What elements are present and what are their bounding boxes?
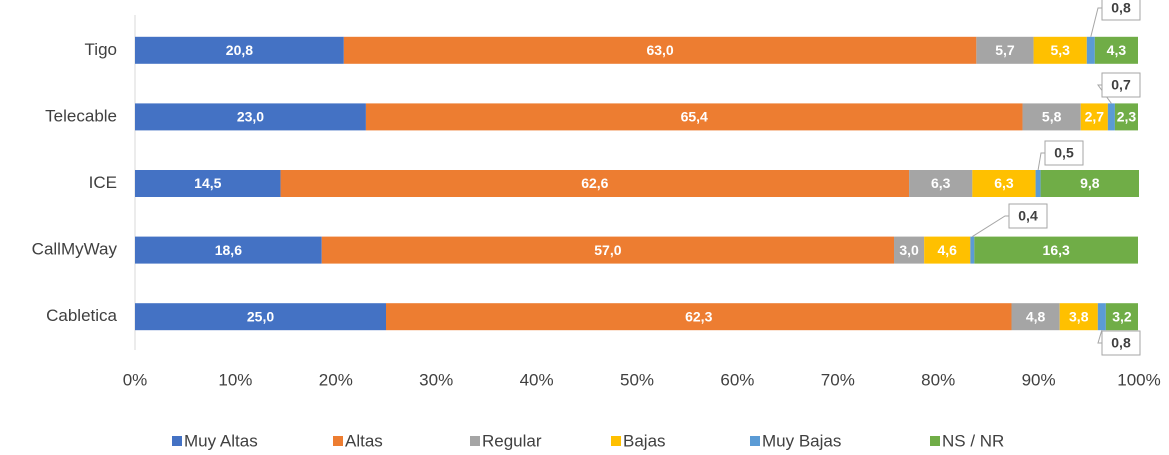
bar-segment	[1086, 36, 1095, 64]
x-tick-label: 30%	[419, 370, 453, 389]
data-label: 4,3	[1107, 42, 1127, 58]
bar-segment	[135, 236, 322, 264]
leader-line	[1097, 330, 1103, 344]
bar-segment	[135, 170, 281, 197]
x-tick-label: 70%	[821, 370, 855, 389]
x-tick-label: 50%	[620, 370, 654, 389]
bar-segment	[1080, 103, 1108, 131]
leader-line	[1037, 152, 1045, 171]
data-label: 14,5	[194, 175, 221, 191]
bar-segment	[924, 236, 971, 264]
bar-segment	[1105, 303, 1138, 331]
bar-segment	[1033, 36, 1087, 64]
legend-swatch	[470, 436, 480, 446]
x-tick-label: 0%	[123, 370, 148, 389]
bar-segment	[280, 170, 910, 197]
legend-swatch	[750, 436, 760, 446]
legend-label: NS / NR	[942, 431, 1004, 450]
data-label: 5,8	[1042, 109, 1062, 125]
legend-swatch	[333, 436, 343, 446]
data-label: 62,6	[581, 175, 608, 191]
bar-segment	[974, 236, 1138, 264]
legend-swatch	[172, 436, 182, 446]
data-label: 3,2	[1112, 308, 1132, 324]
x-tick-label: 100%	[1117, 370, 1160, 389]
x-tick-label: 80%	[921, 370, 955, 389]
bar-segment	[894, 236, 925, 264]
y-tick-label: ICE	[89, 173, 117, 192]
data-label: 62,3	[685, 308, 712, 324]
bar-segment	[1094, 36, 1138, 64]
data-label: 9,8	[1080, 175, 1100, 191]
x-tick-label: 40%	[520, 370, 554, 389]
data-label: 3,8	[1069, 308, 1089, 324]
data-label: 6,3	[931, 175, 951, 191]
data-label: 4,6	[938, 242, 958, 258]
data-label: 2,3	[1117, 109, 1137, 125]
bar-segment	[972, 170, 1036, 197]
data-label: 0,8	[1111, 0, 1131, 16]
data-label: 0,5	[1054, 145, 1074, 161]
bar-segment	[365, 103, 1023, 131]
data-label: 2,7	[1085, 109, 1105, 125]
data-label: 23,0	[237, 109, 264, 125]
bar-segment	[1107, 103, 1115, 131]
leader-line	[972, 215, 1009, 238]
data-label: 6,3	[994, 175, 1014, 191]
callout-box	[1101, 330, 1141, 356]
data-label: 25,0	[247, 308, 274, 324]
bar-segment	[321, 236, 895, 264]
legend-swatch	[930, 436, 940, 446]
bar-segment	[1011, 303, 1060, 331]
bar-segment	[1114, 103, 1138, 131]
data-label: 0,8	[1111, 335, 1131, 351]
x-tick-label: 90%	[1022, 370, 1056, 389]
callout-box	[1044, 140, 1084, 166]
bar-segment	[1097, 303, 1106, 331]
y-tick-label: Telecable	[45, 106, 117, 125]
callout-box	[1008, 203, 1048, 229]
y-tick-label: Tigo	[85, 40, 117, 59]
callout-box	[1101, 0, 1141, 21]
data-label: 65,4	[681, 109, 708, 125]
legend-label: Bajas	[623, 431, 666, 450]
bar-segment	[976, 36, 1034, 64]
callout-box	[1101, 72, 1141, 98]
bar-segment	[343, 36, 977, 64]
data-label: 4,8	[1026, 308, 1046, 324]
bar-segment	[1059, 303, 1098, 331]
bar-segment	[1040, 170, 1139, 197]
leader-line	[1090, 7, 1102, 37]
data-label: 0,7	[1111, 77, 1131, 93]
y-tick-label: CallMyWay	[32, 240, 118, 259]
data-label: 16,3	[1043, 242, 1070, 258]
legend-label: Muy Bajas	[762, 431, 841, 450]
bar-segment	[1035, 170, 1041, 197]
legend-label: Muy Altas	[184, 431, 258, 450]
data-label: 3,0	[899, 242, 919, 258]
bar-segment	[386, 303, 1012, 331]
data-label: 5,3	[1050, 42, 1070, 58]
data-label: 5,7	[995, 42, 1015, 58]
data-label: 18,6	[215, 242, 242, 258]
data-label: 57,0	[594, 242, 621, 258]
bar-segment	[135, 103, 366, 131]
bar-segment	[135, 303, 386, 331]
bar-segment	[970, 236, 975, 264]
legend-swatch	[611, 436, 621, 446]
x-tick-label: 60%	[720, 370, 754, 389]
data-label: 0,4	[1018, 208, 1038, 224]
x-tick-label: 20%	[319, 370, 353, 389]
bar-segment	[135, 36, 344, 64]
legend-label: Altas	[345, 431, 383, 450]
legend-label: Regular	[482, 431, 542, 450]
bar-segment	[909, 170, 973, 197]
x-tick-label: 10%	[218, 370, 252, 389]
y-tick-label: Cabletica	[46, 306, 117, 325]
data-label: 20,8	[226, 42, 253, 58]
bar-segment	[1022, 103, 1081, 131]
data-label: 63,0	[646, 42, 673, 58]
